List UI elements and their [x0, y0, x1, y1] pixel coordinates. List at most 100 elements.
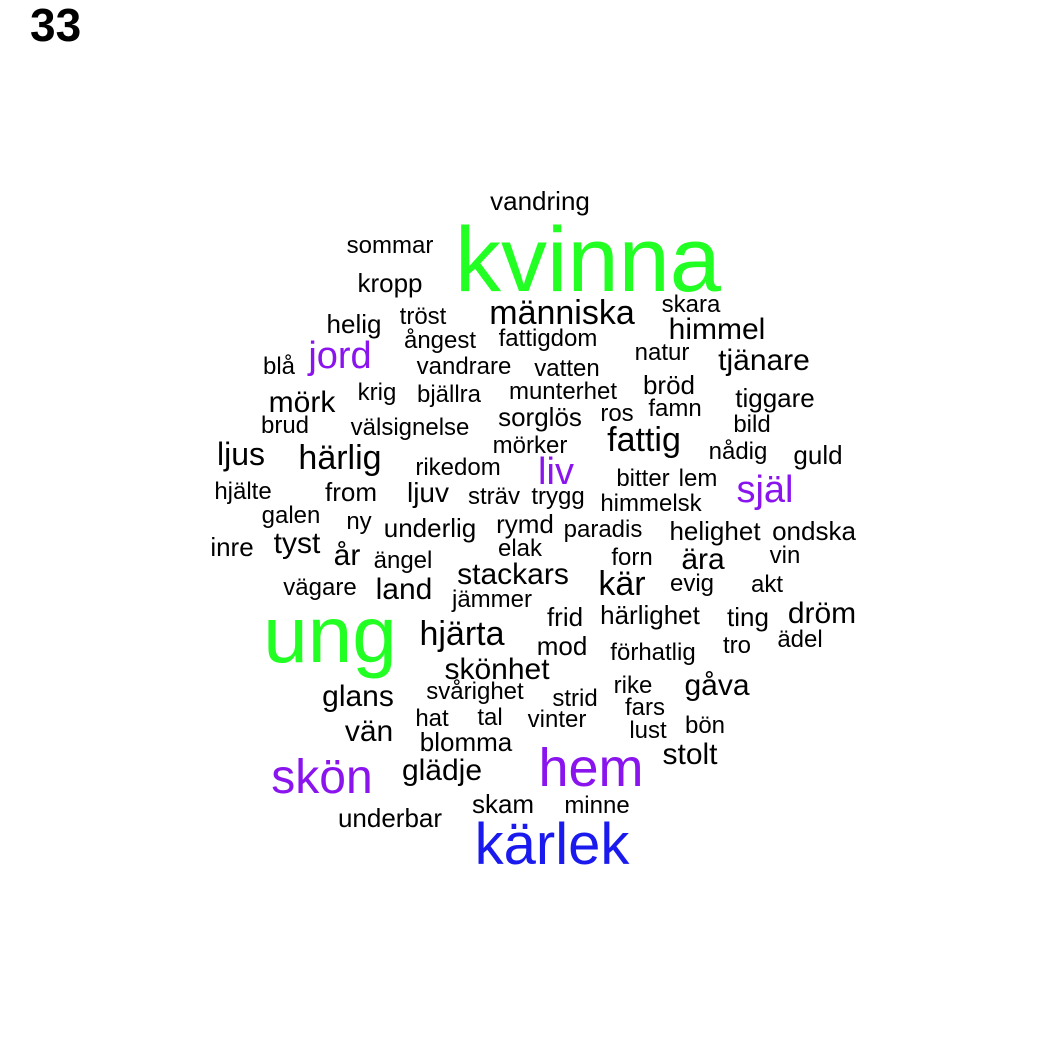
word-tal: tal — [477, 704, 503, 731]
word-angel: ängel — [373, 547, 433, 574]
word-van: vän — [344, 715, 394, 748]
word-himmel: himmel — [668, 313, 766, 346]
word-adel: ädel — [777, 626, 823, 653]
word-brod: bröd — [642, 370, 696, 400]
word-trost: tröst — [399, 303, 447, 330]
word-helighet: helighet — [669, 516, 761, 546]
word-blomma: blomma — [419, 727, 513, 757]
word-skon: skön — [271, 751, 373, 804]
word-vin: vin — [769, 542, 801, 569]
word-underlig: underlig — [383, 513, 477, 543]
word-rike: rike — [613, 672, 653, 699]
word-harlig: härlig — [298, 439, 382, 477]
word-liv: liv — [538, 451, 574, 493]
word-skonhet: skönhet — [444, 653, 550, 686]
word-guld: guld — [793, 440, 843, 470]
word-natur: natur — [634, 339, 690, 366]
word-harlighet: härlighet — [600, 600, 700, 630]
word-ung: ung — [263, 590, 397, 679]
word-kar: kär — [598, 565, 646, 603]
word-bla: blå — [262, 353, 296, 380]
word-sorglos: sorglös — [498, 402, 582, 432]
word-bjallra: bjällra — [416, 381, 482, 408]
word-jord: jord — [308, 335, 372, 377]
word-kvinna: kvinna — [455, 209, 721, 311]
word-tro: tro — [722, 632, 752, 659]
word-hat: hat — [415, 705, 449, 732]
word-fars: fars — [624, 694, 666, 721]
word-vagare: vägare — [283, 574, 357, 601]
word-kropp: kropp — [357, 268, 423, 298]
word-stackars: stackars — [457, 558, 569, 591]
word-ljus: ljus — [216, 436, 266, 472]
word-minne: minne — [564, 792, 630, 819]
word-glans: glans — [322, 680, 394, 713]
word-forn: forn — [611, 544, 653, 571]
word-paradis: paradis — [563, 516, 643, 543]
word-from: from — [325, 477, 377, 507]
word-valsignelse: välsignelse — [350, 414, 470, 441]
word-vandrare: vandrare — [416, 353, 512, 380]
word-svarighet: svårighet — [426, 678, 524, 705]
word-jammer: jämmer — [451, 586, 533, 613]
word-gava: gåva — [684, 669, 750, 702]
word-rikedom: rikedom — [415, 454, 501, 481]
word-vatten: vatten — [534, 355, 600, 382]
word-evig: evig — [669, 570, 715, 597]
word-ar: år — [333, 539, 361, 572]
word-frid: frid — [546, 602, 584, 632]
word-skara: skara — [661, 291, 721, 318]
word-sommar: sommar — [346, 232, 434, 259]
word-strav: sträv — [467, 483, 521, 510]
word-fattigdom: fattigdom — [498, 325, 598, 352]
word-land: land — [375, 573, 433, 606]
word-mork: mörk — [268, 386, 336, 419]
word-angest: ångest — [403, 327, 477, 354]
word-stolt: stolt — [662, 738, 718, 771]
word-lust: lust — [629, 717, 667, 744]
word-strid: strid — [552, 685, 598, 712]
word-ondska: ondska — [772, 516, 856, 546]
word-munterhet: munterhet — [508, 378, 618, 405]
word-hem: hem — [538, 738, 644, 798]
word-ros: ros — [600, 400, 634, 427]
word-himmelsk: himmelsk — [600, 490, 702, 517]
word-ting: ting — [727, 602, 769, 632]
word-vinter: vinter — [527, 706, 587, 733]
word-mod: mod — [536, 631, 588, 661]
word-gladje: glädje — [401, 754, 483, 787]
page-number: 33 — [30, 0, 82, 51]
word-tiggare: tiggare — [735, 383, 815, 413]
word-bild: bild — [733, 411, 771, 438]
word-bon: bön — [684, 712, 726, 739]
word-hjarta: hjärta — [419, 615, 505, 653]
word-ara: ära — [681, 543, 725, 576]
word-helig: helig — [326, 309, 382, 339]
word-fattig: fattig — [607, 421, 681, 459]
word-tjanare: tjänare — [718, 344, 810, 377]
word-brud: brud — [260, 412, 310, 439]
word-drom: dröm — [787, 597, 857, 630]
word-ljuv: ljuv — [406, 477, 450, 508]
word-hjalte: hjälte — [214, 478, 272, 505]
word-nadig: nådig — [708, 438, 768, 465]
word-krig: krig — [357, 379, 397, 406]
word-ny: ny — [346, 508, 372, 535]
word-underbar: underbar — [337, 803, 443, 833]
word-skam: skam — [471, 789, 535, 819]
word-forhatlig: förhatlig — [610, 639, 696, 666]
word-rymd: rymd — [496, 509, 554, 539]
word-lem: lem — [678, 465, 718, 492]
word-bitter: bitter — [616, 465, 670, 492]
word-tyst: tyst — [273, 527, 321, 560]
word-famn: famn — [648, 395, 702, 422]
word-elak: elak — [497, 535, 543, 562]
word-galen: galen — [261, 502, 321, 529]
word-sjal: själ — [736, 469, 794, 511]
word-vandring: vandring — [490, 186, 590, 216]
word-akt: akt — [750, 571, 784, 598]
word-morker: mörker — [492, 432, 568, 459]
word-trygg: trygg — [531, 483, 585, 510]
word-karlek: kärlek — [474, 812, 630, 877]
